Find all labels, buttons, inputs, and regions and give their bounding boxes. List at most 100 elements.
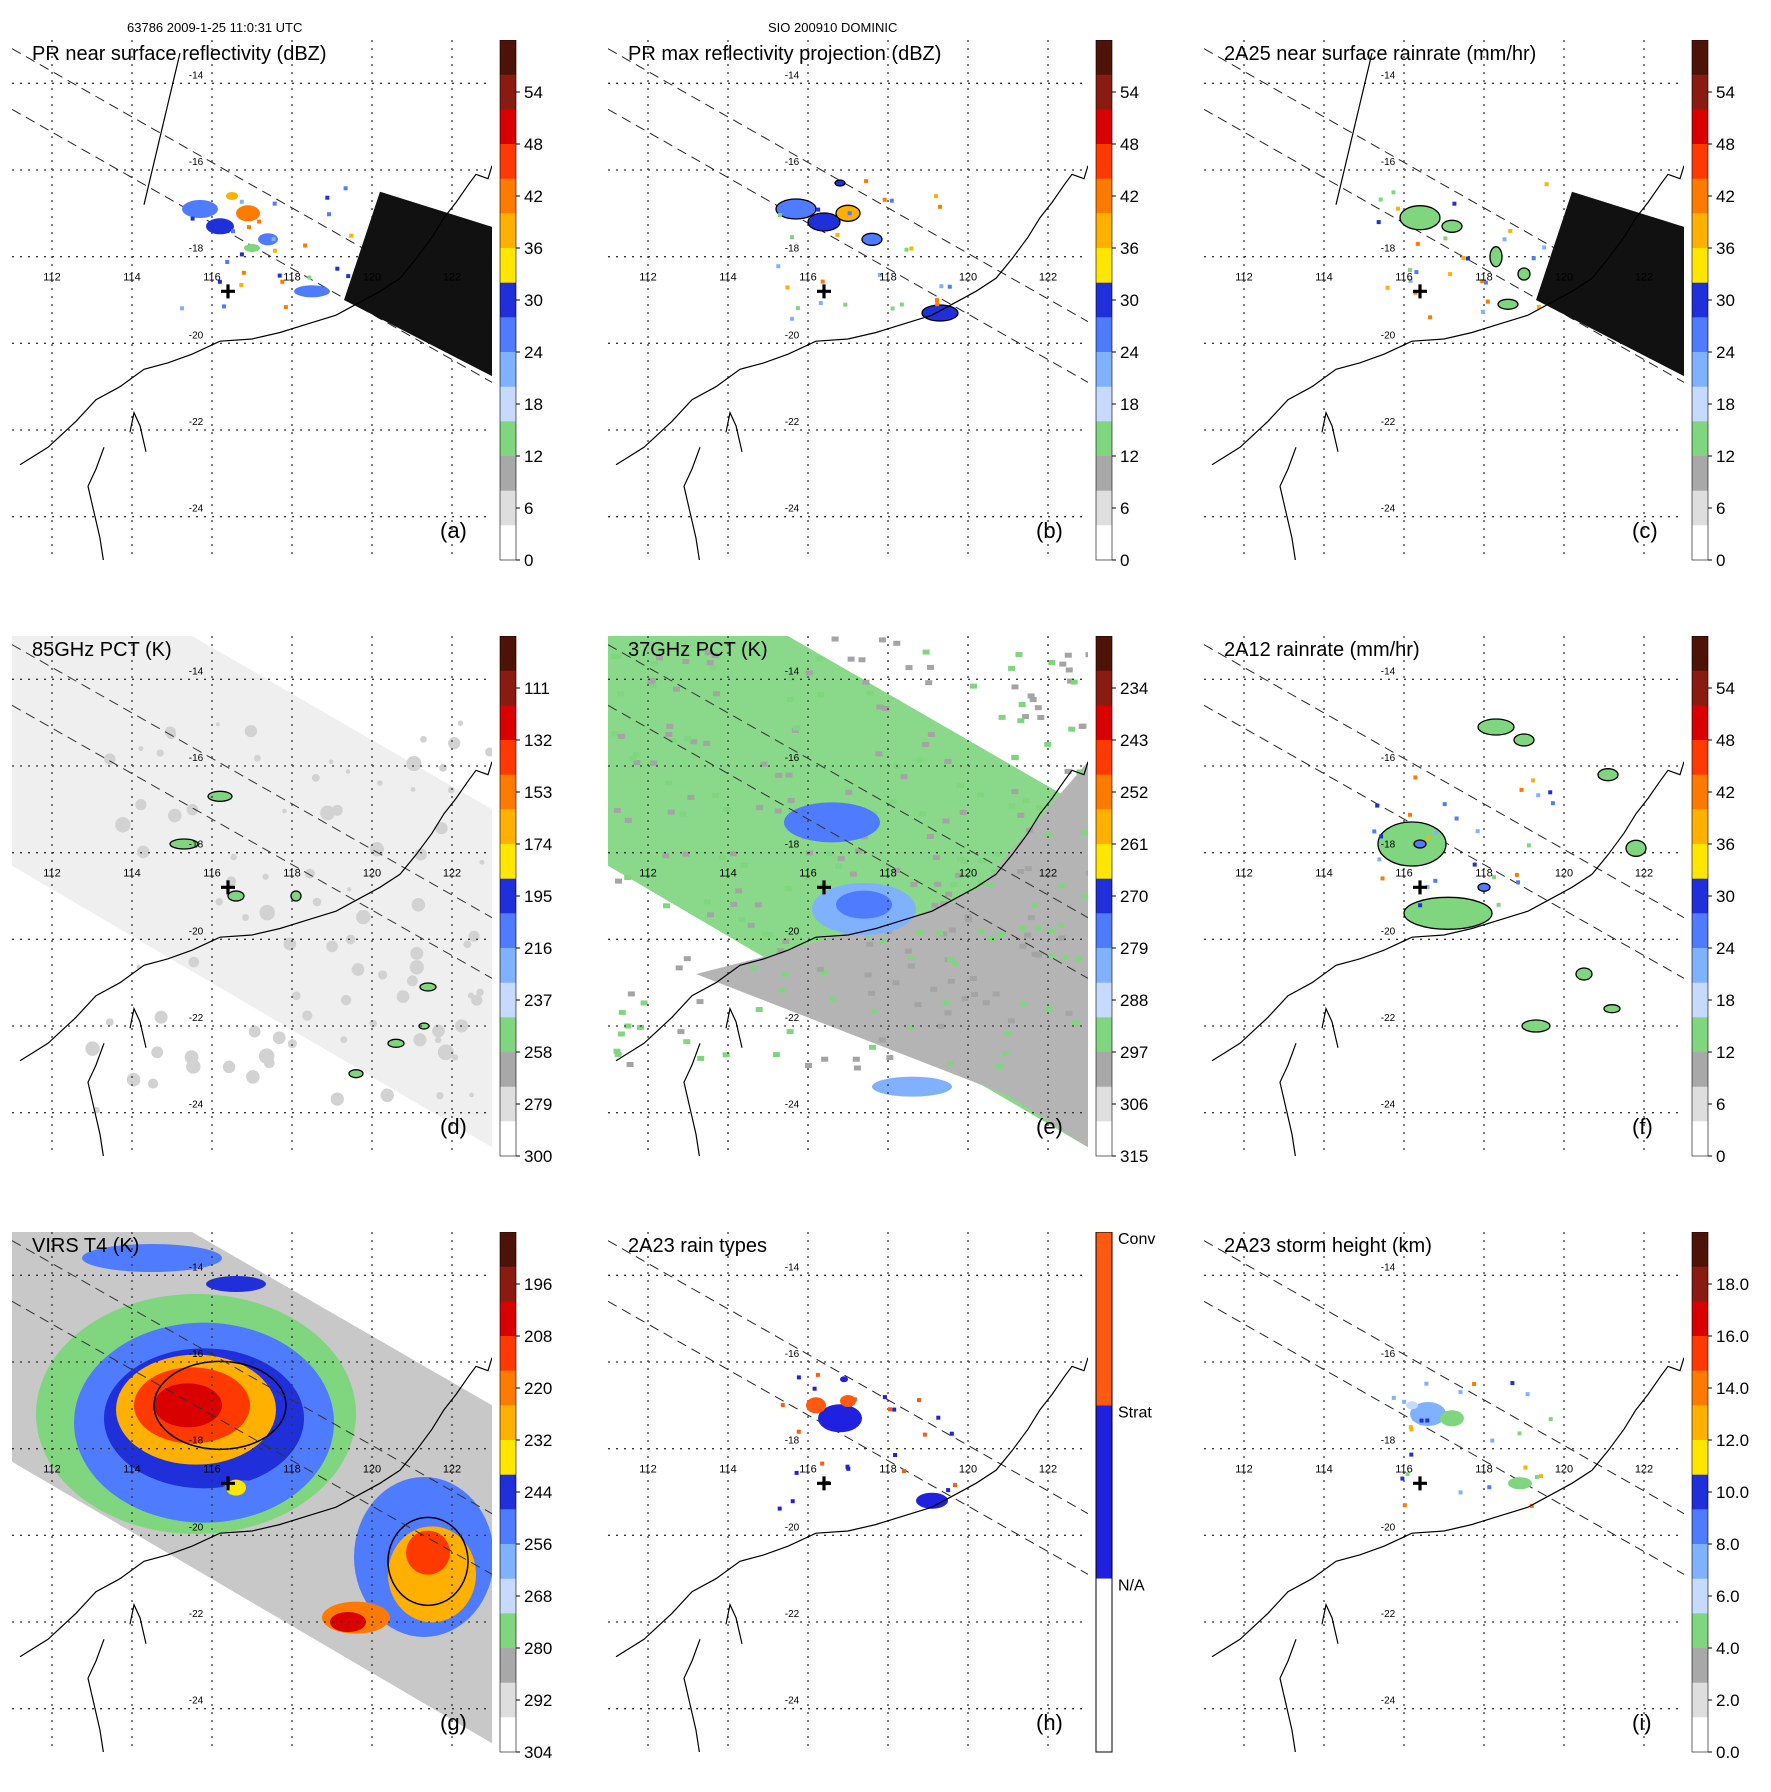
lat-label: -18 bbox=[785, 244, 800, 255]
colorbar-segment bbox=[1096, 74, 1112, 110]
precip-pixel bbox=[1531, 256, 1536, 261]
coastline bbox=[725, 1006, 743, 1048]
pct-pixel bbox=[1072, 1020, 1080, 1026]
precip-pixel bbox=[936, 1415, 941, 1420]
colorbar-tick-label: 14.0 bbox=[1716, 1379, 1749, 1398]
colorbar-tick-label: 4.0 bbox=[1716, 1639, 1740, 1658]
pct-pixel bbox=[879, 939, 887, 945]
precip-pixel bbox=[889, 198, 894, 203]
colorbar-segment bbox=[500, 144, 516, 180]
precip-pixel bbox=[1490, 1438, 1495, 1443]
pct-pixel bbox=[105, 1018, 114, 1027]
pct-pixel bbox=[186, 1059, 201, 1074]
colorbar-segment bbox=[1692, 1336, 1708, 1372]
pct-pixel bbox=[326, 940, 338, 953]
colorbar-segment bbox=[1692, 878, 1708, 914]
coastline bbox=[129, 1602, 147, 1644]
colorbar-segment bbox=[1692, 774, 1708, 810]
colorbar-tick-label: 12.0 bbox=[1716, 1431, 1749, 1450]
pct-pixel bbox=[944, 758, 952, 764]
swath-edge bbox=[608, 644, 1088, 919]
pct-pixel bbox=[222, 1060, 236, 1074]
pct-pixel bbox=[637, 1024, 645, 1030]
map-area bbox=[1204, 40, 1684, 560]
colorbar-segment bbox=[1096, 809, 1112, 845]
precip-pixel bbox=[277, 273, 282, 278]
precip-pixel bbox=[1377, 857, 1382, 862]
precip-pixel bbox=[864, 179, 869, 184]
colorbar-tick-label: Conv bbox=[1118, 1232, 1155, 1248]
precip-pixel bbox=[949, 1431, 954, 1436]
precip-pixel bbox=[1492, 875, 1496, 880]
colorbar-frame bbox=[1095, 1232, 1113, 1753]
precip-area bbox=[182, 200, 218, 218]
storm-center-marker bbox=[817, 284, 831, 299]
coastline bbox=[87, 1043, 105, 1156]
colorbar-segment bbox=[1692, 1544, 1708, 1580]
lon-label: 120 bbox=[1555, 868, 1573, 880]
cloud-contour bbox=[153, 1360, 287, 1451]
pct-pixel bbox=[778, 987, 786, 993]
pct-pixel bbox=[244, 724, 258, 738]
lon-label: 116 bbox=[1395, 272, 1413, 284]
precip-pixel bbox=[303, 243, 308, 248]
colorbar-tick-label: N/A bbox=[1118, 1578, 1145, 1595]
pct-pixel bbox=[627, 991, 635, 997]
pct-pixel bbox=[409, 960, 424, 975]
lat-label: -20 bbox=[1381, 1522, 1396, 1533]
scan-edge-line bbox=[143, 52, 181, 205]
lat-label: -14 bbox=[1381, 70, 1396, 81]
pct-pixel bbox=[377, 780, 383, 786]
colorbar-segment bbox=[500, 1017, 516, 1053]
coastline bbox=[725, 1602, 743, 1644]
precip-pixel bbox=[217, 279, 222, 284]
lon-label: 122 bbox=[1635, 272, 1653, 284]
storm-center-marker bbox=[1413, 284, 1427, 299]
coastline bbox=[1211, 1357, 1684, 1658]
pct-pixel bbox=[756, 805, 764, 811]
panel-title: 2A12 rainrate (mm/hr) bbox=[1224, 639, 1420, 661]
pct-pixel bbox=[835, 863, 843, 869]
precip-pixel bbox=[1496, 902, 1501, 907]
colorbar-tick-label: 153 bbox=[524, 783, 552, 802]
pct-pixel bbox=[1011, 789, 1019, 795]
colorbar-tick-label: 36 bbox=[1120, 239, 1139, 258]
colorbar-segment bbox=[1096, 386, 1112, 422]
precip-pixel bbox=[1376, 220, 1381, 225]
precip-pixel bbox=[1514, 872, 1519, 877]
colorbar-segment bbox=[500, 456, 516, 492]
precip-pixel bbox=[1458, 1390, 1463, 1395]
pct-pixel bbox=[788, 675, 796, 681]
colorbar: 18.0 16.0 14.0 12.0 10.0 8.0 6.0 4.0 2.0 0.0 bbox=[1691, 1232, 1749, 1762]
pct-cold-area bbox=[872, 1076, 952, 1097]
lon-label: 116 bbox=[1395, 868, 1413, 880]
pct-pixel bbox=[263, 1057, 275, 1069]
pct-pixel bbox=[291, 991, 301, 1001]
pct-pixel bbox=[1036, 805, 1043, 811]
pct-pixel bbox=[930, 986, 938, 992]
pct-pixel bbox=[1017, 718, 1025, 724]
swath-edge bbox=[12, 704, 492, 979]
colorbar-tick-label: 18 bbox=[524, 395, 543, 414]
precip-pixel bbox=[909, 246, 914, 251]
colorbar-segment bbox=[500, 1121, 516, 1157]
pct-pixel bbox=[677, 1029, 685, 1035]
panel-letter: (c) bbox=[1632, 518, 1658, 543]
precip-pixel bbox=[843, 302, 848, 307]
swath-edge bbox=[1204, 644, 1684, 919]
precip-pixel bbox=[934, 194, 938, 199]
pct-pixel bbox=[837, 856, 845, 862]
colorbar-segment bbox=[500, 636, 516, 672]
pct-scatter-area bbox=[387, 1038, 405, 1048]
pct-pixel bbox=[624, 875, 632, 880]
precip-pixel bbox=[1379, 834, 1384, 839]
lat-label: -14 bbox=[189, 666, 204, 677]
pct-pixel bbox=[868, 990, 876, 996]
lon-label: 118 bbox=[1475, 1464, 1493, 1476]
pct-pixel bbox=[253, 754, 261, 762]
pct-cold-area bbox=[836, 890, 892, 919]
pct-pixel bbox=[1065, 1010, 1073, 1016]
colorbar-tick-label: 196 bbox=[524, 1275, 552, 1294]
pct-pixel bbox=[356, 909, 371, 925]
precip-pixel bbox=[780, 1403, 785, 1408]
